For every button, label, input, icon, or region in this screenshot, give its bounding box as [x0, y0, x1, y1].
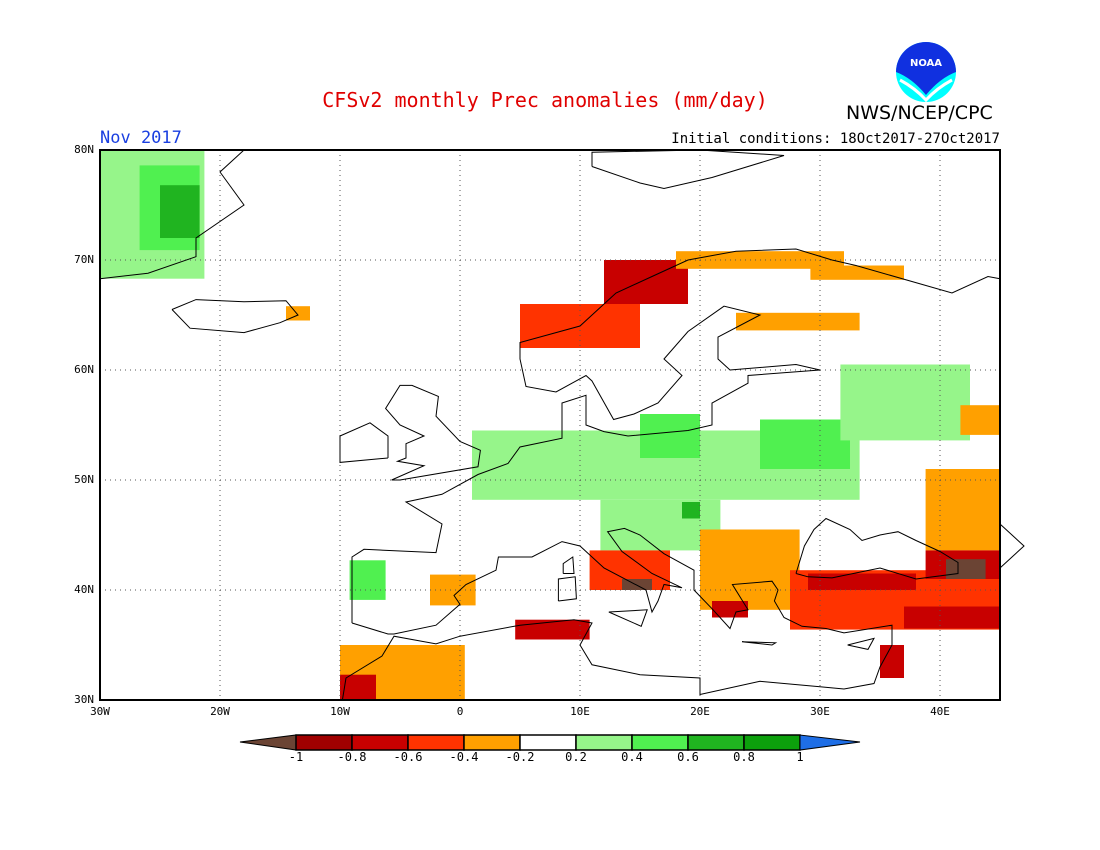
colorbar-label: 0.8 [733, 750, 755, 764]
coastline [999, 523, 1025, 569]
colorbar-segment [743, 734, 801, 751]
coastline [741, 641, 778, 646]
lat-tick-label: 30N [74, 693, 94, 706]
anomaly-cell [736, 312, 860, 331]
grid-lines [100, 150, 1000, 700]
anomaly-cell [430, 574, 476, 606]
coastline [339, 422, 389, 463]
anomaly-cell [515, 619, 590, 640]
colorbar-label: -0.2 [505, 750, 535, 764]
valid-month: Nov 2017 [100, 128, 182, 148]
colorbar-segment [519, 734, 577, 751]
coastline [557, 576, 577, 602]
anomaly-cell [682, 502, 700, 519]
colorbar-segment [575, 734, 633, 751]
anomaly-cell [640, 414, 700, 458]
svg-text:NOAA: NOAA [910, 58, 942, 69]
anomaly-cell [946, 559, 986, 579]
lon-tick-label: 0 [456, 705, 464, 718]
lat-tick-label: 60N [74, 363, 94, 376]
anomaly-cell [840, 364, 970, 441]
anomaly-cell [808, 573, 916, 590]
anomaly-cell [760, 419, 850, 469]
colorbar-label: -0.8 [337, 750, 367, 764]
colorbar-label: 0.6 [677, 750, 699, 764]
colorbar [239, 734, 861, 751]
organization-label: NWS/NCEP/CPC [846, 102, 993, 124]
colorbar-segment [631, 734, 689, 751]
colorbar-label: 1 [796, 750, 804, 764]
anomaly-cell [960, 405, 1000, 435]
coastline [351, 248, 1001, 623]
lon-tick-label: 10W [330, 705, 350, 718]
lon-tick-label: 10E [570, 705, 590, 718]
anomaly-cell [880, 645, 904, 678]
lon-tick-label: 30E [810, 705, 830, 718]
colorbar-label: 0.2 [565, 750, 587, 764]
anomaly-cell [340, 674, 376, 700]
lon-tick-label: 20W [210, 705, 230, 718]
coastline [341, 527, 893, 701]
coastline [171, 299, 299, 334]
lat-tick-label: 50N [74, 473, 94, 486]
colorbar-segment [463, 734, 521, 751]
anomaly-cell [349, 560, 386, 600]
anomaly-cell [810, 265, 904, 280]
anomaly-cell [925, 469, 1000, 551]
colorbar-label: 0.4 [621, 750, 643, 764]
colorbar-segment [687, 734, 745, 751]
anomaly-cell [904, 606, 1000, 629]
colorbar-label: -0.4 [449, 750, 479, 764]
lat-tick-label: 70N [74, 253, 94, 266]
anomaly-cell [700, 529, 800, 610]
coastlines [99, 149, 1025, 701]
colorbar-segment [295, 734, 353, 751]
anomaly-cell [712, 601, 748, 618]
coastline [608, 609, 648, 627]
lat-tick-label: 80N [74, 143, 94, 156]
lon-tick-label: 30W [90, 705, 110, 718]
anomaly-cell [622, 579, 652, 590]
coastline [562, 556, 575, 574]
colorbar-label: -1 [288, 750, 304, 764]
colorbar-low-arrow [239, 734, 297, 751]
coastline [99, 149, 245, 280]
colorbar-segment [351, 734, 409, 751]
anomaly-cell [604, 260, 688, 304]
lon-tick-label: 40E [930, 705, 950, 718]
initial-conditions: Initial conditions: 18Oct2017-27Oct2017 [671, 131, 1000, 147]
anomaly-cells [100, 150, 1000, 700]
coastline [795, 517, 959, 580]
lon-tick-label: 20E [690, 705, 710, 718]
coastline [384, 384, 481, 481]
map-frame [99, 149, 1001, 701]
coastline [591, 149, 785, 190]
colorbar-segment [407, 734, 465, 751]
lat-tick-label: 40N [74, 583, 94, 596]
colorbar-high-arrow [799, 734, 861, 751]
coastline [847, 637, 875, 650]
colorbar-label: -0.6 [393, 750, 423, 764]
anomaly-cell [160, 185, 200, 238]
chart-title: CFSv2 monthly Prec anomalies (mm/day) [322, 88, 768, 112]
anomaly-cell [286, 306, 310, 321]
